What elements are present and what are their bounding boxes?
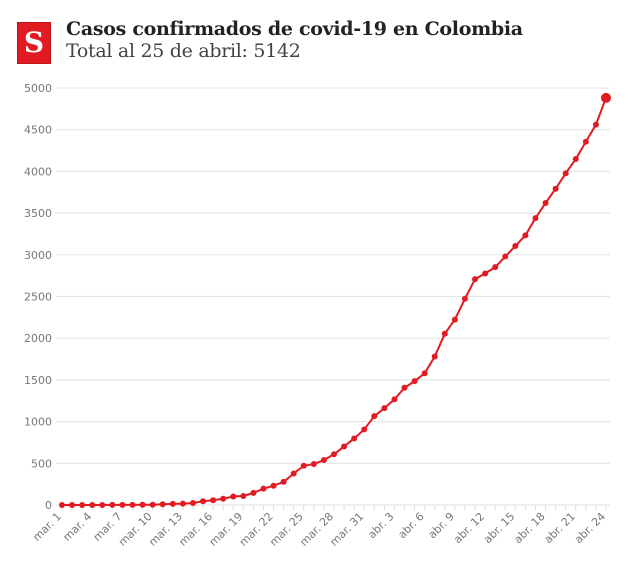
x-tick-label: abr. 3 bbox=[365, 510, 396, 541]
x-tick-label: abr. 18 bbox=[511, 510, 547, 546]
x-tick-label: abr. 15 bbox=[481, 510, 517, 546]
data-point bbox=[230, 493, 237, 500]
x-tick-label: mar. 31 bbox=[327, 510, 366, 549]
data-point bbox=[109, 501, 116, 508]
data-point bbox=[592, 121, 599, 128]
last-data-point bbox=[601, 92, 611, 103]
y-tick-label: 2500 bbox=[24, 291, 52, 304]
y-tick-label: 500 bbox=[31, 457, 52, 470]
data-point bbox=[179, 500, 186, 507]
y-tick-label: 4500 bbox=[24, 124, 52, 137]
y-tick-label: 1500 bbox=[24, 374, 52, 387]
data-point bbox=[59, 502, 65, 508]
data-point bbox=[351, 435, 358, 442]
data-point bbox=[361, 426, 368, 433]
x-tick-label: abr. 24 bbox=[572, 510, 608, 546]
data-point bbox=[451, 316, 458, 323]
data-point bbox=[461, 295, 468, 302]
data-point bbox=[341, 443, 348, 450]
y-tick-label: 5000 bbox=[24, 82, 52, 95]
data-point bbox=[331, 451, 337, 458]
data-point bbox=[129, 501, 136, 508]
data-point bbox=[310, 461, 317, 468]
y-tick-label: 2000 bbox=[24, 332, 52, 345]
x-tick-label: abr. 21 bbox=[542, 510, 578, 546]
data-point bbox=[290, 470, 297, 477]
series-line bbox=[62, 97, 607, 506]
data-point bbox=[149, 501, 156, 508]
data-point bbox=[220, 495, 227, 502]
data-point bbox=[542, 200, 549, 207]
data-point bbox=[502, 253, 509, 260]
data-point bbox=[492, 264, 499, 271]
data-point bbox=[562, 170, 569, 177]
data-point bbox=[572, 155, 579, 162]
data-point bbox=[260, 485, 267, 492]
data-point bbox=[119, 501, 126, 508]
data-point bbox=[270, 482, 277, 489]
data-point bbox=[472, 276, 479, 283]
data-point bbox=[582, 138, 589, 145]
data-point bbox=[441, 330, 448, 337]
data-point bbox=[79, 502, 86, 508]
data-point bbox=[421, 370, 428, 377]
y-tick-label: 0 bbox=[45, 499, 52, 512]
data-point bbox=[139, 501, 146, 508]
data-point bbox=[99, 502, 106, 508]
data-point bbox=[431, 353, 438, 360]
data-point bbox=[280, 478, 287, 485]
data-point bbox=[69, 502, 76, 508]
data-point bbox=[169, 500, 176, 507]
data-point bbox=[250, 489, 257, 496]
chart-title: Casos confirmados de covid-19 en Colombi… bbox=[66, 18, 523, 40]
data-point bbox=[300, 462, 307, 469]
data-point bbox=[381, 405, 388, 412]
data-point bbox=[320, 457, 327, 464]
chart-subtitle: Total al 25 de abril: 5142 bbox=[66, 40, 301, 62]
data-point bbox=[189, 499, 196, 506]
data-point bbox=[552, 185, 559, 192]
y-tick-label: 4000 bbox=[24, 165, 52, 178]
data-point bbox=[401, 384, 408, 391]
x-tick-label: mar. 1 bbox=[30, 510, 64, 544]
y-tick-label: 3500 bbox=[24, 207, 52, 220]
data-point bbox=[391, 396, 398, 403]
x-tick-label: mar. 4 bbox=[60, 510, 94, 544]
data-point bbox=[512, 243, 519, 250]
data-point bbox=[240, 492, 247, 499]
data-point bbox=[371, 413, 378, 420]
data-point bbox=[482, 270, 489, 277]
data-point bbox=[411, 378, 418, 385]
data-point bbox=[210, 497, 217, 504]
data-point bbox=[200, 498, 207, 505]
data-point bbox=[89, 502, 96, 508]
data-point bbox=[532, 215, 539, 222]
brand-logo: S bbox=[17, 22, 51, 64]
y-tick-label: 3000 bbox=[24, 249, 52, 262]
data-point bbox=[159, 501, 166, 508]
x-tick-label: abr. 6 bbox=[396, 510, 427, 541]
y-tick-label: 1000 bbox=[24, 416, 52, 429]
x-tick-label: abr. 12 bbox=[451, 510, 487, 546]
data-point bbox=[522, 232, 529, 239]
